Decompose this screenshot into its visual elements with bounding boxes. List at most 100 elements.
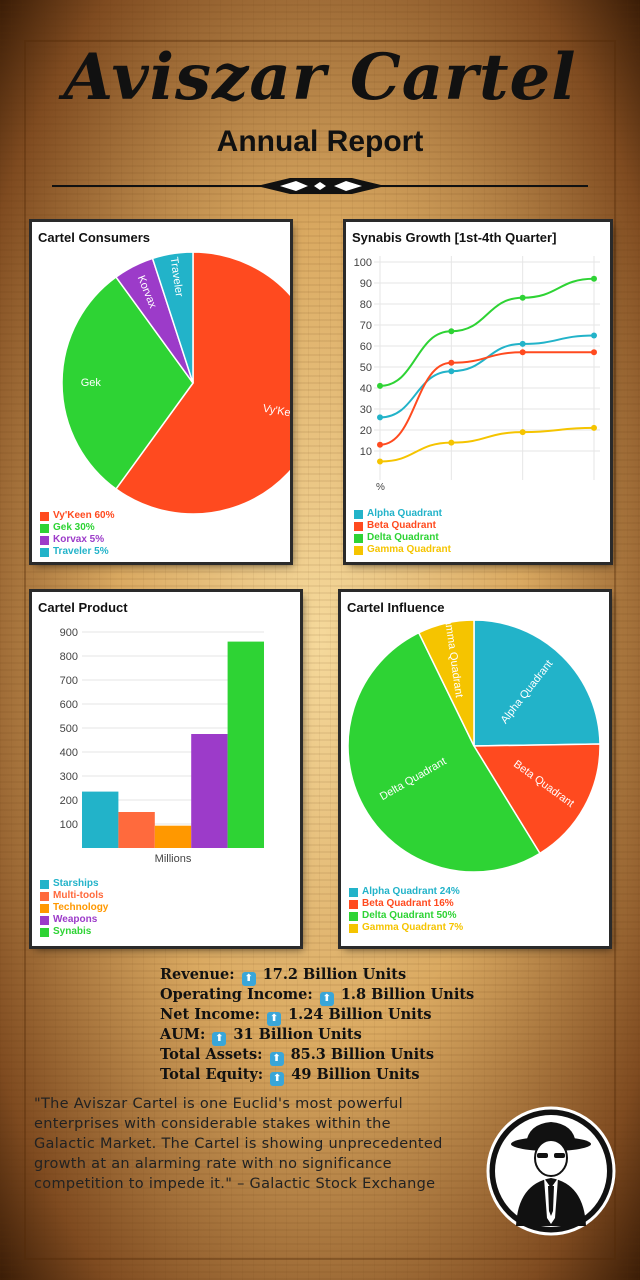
influence-chart-card: Cartel Influence Alpha Quadrant Beta Quad… bbox=[341, 592, 609, 946]
y-tick-label: 400 bbox=[60, 747, 78, 759]
up-arrow-icon: ⬆ bbox=[269, 1052, 284, 1066]
legend-swatch bbox=[40, 523, 49, 533]
legend-label: Gamma Quadrant 7% bbox=[362, 922, 464, 933]
cartel-logo bbox=[486, 1106, 616, 1236]
page-subtitle: Annual Report bbox=[216, 125, 424, 158]
y-tick-label: 30 bbox=[360, 404, 372, 416]
data-point-gamma-quadrant bbox=[448, 439, 455, 446]
series-line-gamma-quadrant bbox=[379, 426, 595, 463]
y-tick-label: 300 bbox=[60, 771, 78, 783]
up-arrow-icon: ⬆ bbox=[212, 1032, 227, 1046]
consumers-chart-title: Cartel Consumers bbox=[38, 230, 150, 245]
legend-label: Alpha Quadrant 24% bbox=[362, 886, 460, 897]
legend-swatch bbox=[349, 911, 358, 921]
pie-slice-beta-quadrant bbox=[472, 743, 601, 855]
data-point-gamma-quadrant bbox=[377, 458, 383, 465]
up-arrow-icon: ⬆ bbox=[241, 972, 256, 986]
y-tick-label: 900 bbox=[60, 627, 78, 639]
series-line-beta-quadrant bbox=[379, 351, 594, 446]
bar-starships bbox=[82, 791, 119, 848]
page-title: Aviszar Cartel bbox=[63, 40, 577, 115]
data-point-alpha-quadrant bbox=[519, 340, 526, 347]
series-line-alpha-quadrant bbox=[379, 334, 595, 419]
stat-value: 49 Billion Units bbox=[286, 1066, 420, 1083]
y-tick-label: 80 bbox=[360, 299, 372, 311]
y-tick-label: 40 bbox=[360, 383, 372, 395]
pie-label-traveler: Traveler bbox=[168, 256, 185, 298]
influence-legend: Alpha Quadrant 24% Beta Quadrant 16% Delta… bbox=[349, 886, 463, 934]
x-axis-label: Millions bbox=[155, 853, 192, 865]
legend-label: Vy'Keen 60% bbox=[53, 510, 115, 521]
stat-label: Total Assets: bbox=[160, 1046, 268, 1063]
legend-swatch bbox=[354, 533, 363, 543]
stat-label: Revenue: bbox=[160, 966, 240, 983]
data-point-alpha-quadrant bbox=[448, 368, 455, 375]
ornament-divider bbox=[52, 178, 588, 194]
data-point-delta-quadrant bbox=[591, 275, 597, 282]
bar-synabis bbox=[227, 641, 264, 848]
product-legend: Starships Multi-tools Technology Weapons Syn… bbox=[40, 878, 108, 938]
data-point-beta-quadrant bbox=[377, 441, 383, 448]
consumers-legend: Vy'Keen 60% Gek 30% Korvax 5% Traveler 5% bbox=[40, 510, 114, 558]
financial-stats: Revenue: ⬆ 17.2 Billion Units Operating I… bbox=[160, 966, 474, 1086]
consumers-chart-card: Cartel Consumers Vy'Keen Gek Korvax Travele… bbox=[32, 222, 290, 562]
bar-weapons bbox=[191, 734, 228, 848]
legend-swatch bbox=[354, 509, 363, 519]
legend-item-delta-quadrant: Delta Quadrant 50% bbox=[349, 910, 463, 922]
pie-slice-delta-quadrant bbox=[347, 631, 541, 873]
legend-item-weapons: Weapons bbox=[40, 914, 108, 926]
legend-swatch bbox=[40, 915, 49, 925]
data-point-delta-quadrant bbox=[519, 294, 526, 301]
legend-label: Technology bbox=[53, 902, 109, 913]
legend-label: Multi-tools bbox=[53, 890, 104, 901]
growth-legend: Alpha Quadrant Beta Quadrant Delta Quadran… bbox=[354, 508, 451, 556]
y-tick-label: 100 bbox=[354, 257, 372, 269]
inner-frame bbox=[24, 40, 616, 1260]
legend-item-delta-quadrant: Delta Quadrant bbox=[354, 532, 451, 544]
legend-item-beta-quadrant: Beta Quadrant 16% bbox=[349, 898, 463, 910]
legend-item-gek: Gek 30% bbox=[40, 522, 114, 534]
data-point-alpha-quadrant bbox=[377, 414, 383, 421]
legend-item-beta-quadrant: Beta Quadrant bbox=[354, 520, 451, 532]
up-arrow-icon: ⬆ bbox=[267, 1012, 282, 1026]
legend-swatch bbox=[349, 899, 358, 909]
y-tick-label: 700 bbox=[60, 675, 78, 687]
stat-row-total-assets: Total Assets: ⬆ 85.3 Billion Units bbox=[160, 1046, 474, 1066]
legend-item-starships: Starships bbox=[40, 878, 108, 890]
y-tick-label: 50 bbox=[360, 362, 372, 374]
legend-label: Beta Quadrant bbox=[367, 520, 436, 531]
influence-chart-title: Cartel Influence bbox=[347, 600, 445, 615]
y-tick-label: 20 bbox=[360, 425, 372, 437]
y-tick-label: 500 bbox=[60, 723, 78, 735]
legend-label: Korvax 5% bbox=[53, 534, 105, 545]
stat-value: 1.24 Billion Units bbox=[283, 1006, 432, 1023]
data-point-alpha-quadrant bbox=[591, 332, 597, 339]
y-tick-label: 60 bbox=[360, 341, 372, 353]
data-point-delta-quadrant bbox=[448, 328, 455, 335]
legend-swatch bbox=[40, 535, 49, 545]
legend-item-alpha-quadrant: Alpha Quadrant 24% bbox=[349, 886, 463, 898]
data-point-delta-quadrant bbox=[377, 382, 383, 389]
legend-label: Delta Quadrant bbox=[367, 532, 439, 543]
y-tick-label: 10 bbox=[360, 446, 372, 458]
pie-slice-traveler bbox=[151, 251, 194, 384]
stat-label: AUM: bbox=[160, 1026, 211, 1043]
up-arrow-icon: ⬆ bbox=[270, 1072, 285, 1086]
legend-swatch bbox=[349, 923, 358, 933]
bar-multi-tools bbox=[118, 812, 155, 848]
legend-label: Traveler 5% bbox=[53, 546, 109, 557]
product-bar-chart: 100 200 300 400 500 600 700 800 900 Millions bbox=[60, 627, 264, 865]
stat-value: 17.2 Billion Units bbox=[257, 966, 407, 983]
stat-row-operating-income: Operating Income: ⬆ 1.8 Billion Units bbox=[160, 986, 474, 1006]
legend-item-gamma-quadrant: Gamma Quadrant 7% bbox=[349, 922, 463, 934]
stat-row-net-income: Net Income: ⬆ 1.24 Billion Units bbox=[160, 1006, 474, 1026]
data-point-gamma-quadrant bbox=[591, 424, 597, 431]
y-tick-label: 90 bbox=[360, 278, 372, 290]
legend-label: Alpha Quadrant bbox=[367, 508, 443, 519]
legend-label: Synabis bbox=[53, 926, 92, 937]
pie-slice-alpha-quadrant bbox=[473, 619, 601, 747]
data-point-beta-quadrant bbox=[519, 349, 526, 356]
pie-slice-gek bbox=[61, 275, 194, 491]
y-tick-label: 100 bbox=[60, 819, 78, 831]
